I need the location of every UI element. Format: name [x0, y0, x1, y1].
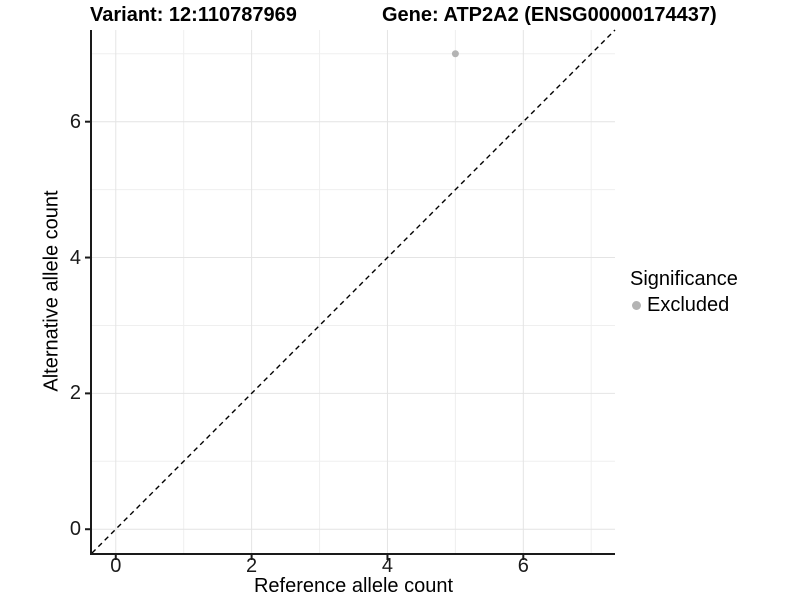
- legend-key-dot-icon: [632, 301, 641, 310]
- legend: Significance Excluded: [630, 268, 738, 317]
- data-point: [451, 50, 459, 58]
- gene-title: Gene: ATP2A2 (ENSG00000174437): [382, 4, 717, 26]
- x-tick-label: 0: [110, 555, 122, 577]
- variant-title: Variant: 12:110787969: [90, 4, 297, 26]
- legend-title: Significance: [630, 268, 738, 290]
- legend-item: Excluded: [630, 294, 738, 317]
- x-tick-label: 2: [246, 555, 258, 577]
- y-tick-label: 4: [69, 246, 81, 269]
- legend-items: Excluded: [630, 294, 738, 317]
- x-tick-label: 4: [381, 555, 394, 577]
- y-tick-label: 0: [69, 518, 81, 541]
- legend-item-label: Excluded: [647, 294, 730, 316]
- x-axis-label: Reference allele count: [253, 575, 453, 597]
- identity-line: [91, 29, 616, 554]
- y-tick-label: 6: [69, 110, 81, 133]
- x-tick-label: 6: [517, 555, 529, 577]
- y-tick-label: 2: [69, 382, 81, 405]
